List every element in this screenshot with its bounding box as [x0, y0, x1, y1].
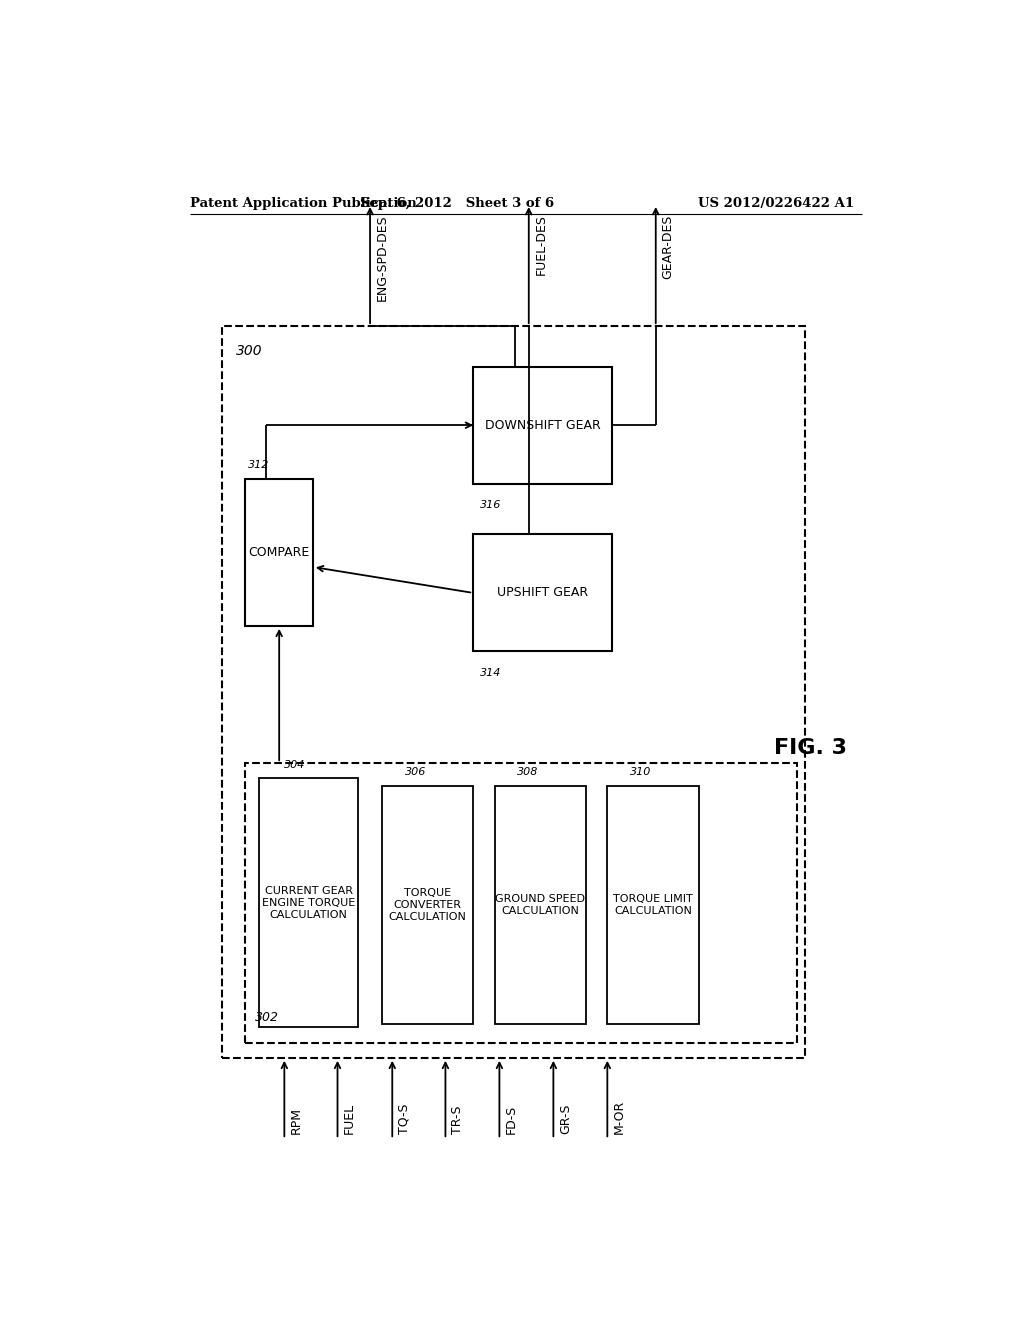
Bar: [495, 785, 586, 1024]
Bar: [259, 779, 358, 1027]
Text: 308: 308: [517, 767, 539, 777]
Bar: [473, 367, 612, 483]
Text: 312: 312: [248, 461, 269, 470]
Text: CURRENT GEAR
ENGINE TORQUE
CALCULATION: CURRENT GEAR ENGINE TORQUE CALCULATION: [262, 886, 355, 920]
Text: GEAR-DES: GEAR-DES: [662, 214, 674, 279]
Text: Patent Application Publication: Patent Application Publication: [189, 197, 417, 210]
Bar: [246, 763, 797, 1043]
Bar: [473, 535, 612, 651]
Bar: [221, 326, 805, 1057]
Text: TORQUE
CONVERTER
CALCULATION: TORQUE CONVERTER CALCULATION: [389, 888, 467, 921]
Text: 314: 314: [479, 668, 501, 677]
Text: FD-S: FD-S: [505, 1105, 518, 1134]
Text: Sep. 6, 2012   Sheet 3 of 6: Sep. 6, 2012 Sheet 3 of 6: [360, 197, 554, 210]
Text: GR-S: GR-S: [559, 1104, 572, 1134]
Text: DOWNSHIFT GEAR: DOWNSHIFT GEAR: [484, 418, 600, 432]
Text: 306: 306: [404, 767, 426, 777]
Text: 304: 304: [284, 760, 305, 771]
Text: GROUND SPEED
CALCULATION: GROUND SPEED CALCULATION: [496, 894, 586, 916]
Text: 310: 310: [630, 767, 651, 777]
Text: COMPARE: COMPARE: [249, 545, 310, 558]
Text: 300: 300: [236, 345, 262, 359]
Text: FIG. 3: FIG. 3: [774, 738, 847, 758]
Text: UPSHIFT GEAR: UPSHIFT GEAR: [497, 586, 588, 599]
Text: US 2012/0226422 A1: US 2012/0226422 A1: [698, 197, 854, 210]
Text: TORQUE LIMIT
CALCULATION: TORQUE LIMIT CALCULATION: [613, 894, 693, 916]
Text: RPM: RPM: [290, 1107, 303, 1134]
Text: M-OR: M-OR: [613, 1100, 626, 1134]
Bar: [246, 479, 313, 626]
Text: 302: 302: [255, 1011, 279, 1024]
Text: TQ-S: TQ-S: [397, 1104, 411, 1134]
Text: ENG-SPD-DES: ENG-SPD-DES: [376, 214, 388, 301]
Text: TR-S: TR-S: [451, 1106, 464, 1134]
Bar: [382, 785, 473, 1024]
Bar: [607, 785, 698, 1024]
Text: FUEL-DES: FUEL-DES: [535, 214, 547, 275]
Text: 316: 316: [479, 500, 501, 510]
Text: FUEL: FUEL: [343, 1104, 356, 1134]
